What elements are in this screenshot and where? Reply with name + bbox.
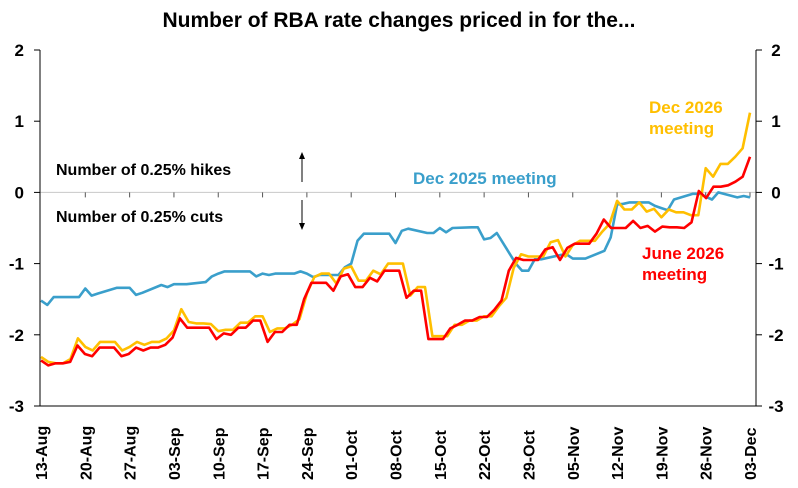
x-tick-label: 03-Dec [743, 427, 760, 480]
hike-arrow-icon [299, 152, 305, 182]
x-tick-label: 15-Oct [433, 430, 450, 480]
x-tick-label: 12-Nov [610, 427, 627, 480]
y-tick-label-right: 2 [771, 41, 780, 60]
x-tick-label: 17-Sep [256, 427, 273, 480]
y-tick-label-left: -1 [9, 255, 24, 274]
y-tick-label-right: -1 [768, 255, 783, 274]
x-tick-label: 20-Aug [78, 426, 95, 480]
y-tick-label-right: 0 [771, 183, 780, 202]
series-label-dec-2026-line2: meeting [649, 119, 714, 138]
series-line-dec-2026-meeting [40, 112, 752, 365]
series-line-dec-2025-meeting [40, 191, 751, 307]
series-label-june-2026-line2: meeting [642, 265, 707, 284]
x-tick-label: 01-Oct [344, 430, 361, 480]
chart-title: Number of RBA rate changes priced in for… [163, 9, 636, 32]
y-tick-label-left: 2 [15, 41, 24, 60]
y-tick-label-left: -3 [9, 397, 24, 416]
series-label-june-2026-line1: June 2026 [642, 244, 724, 263]
series-label-dec-2026-line1: Dec 2026 [649, 98, 723, 117]
y-tick-label-left: -2 [9, 326, 24, 345]
annotation-cuts: Number of 0.25% cuts [56, 209, 223, 226]
x-tick-label: 10-Sep [211, 427, 228, 480]
x-tick-label: 27-Aug [123, 426, 140, 480]
cut-arrow-icon [299, 200, 305, 230]
x-tick-label: 08-Oct [389, 430, 406, 480]
series-label-dec-2025: Dec 2025 meeting [413, 169, 557, 188]
series-line-june-2026-meeting [40, 156, 752, 367]
x-tick-label: 13-Aug [34, 426, 51, 480]
x-tick-label: 05-Nov [566, 427, 583, 480]
x-tick-label: 22-Oct [477, 430, 494, 480]
axes: 2 2 1 1 0 0 -1 -1 -2 -2 -3 -3 13-Aug 20-Aug 27-Aug 03-S… [9, 41, 784, 480]
x-tick-label: 29-Oct [521, 430, 538, 480]
series-group [40, 112, 752, 367]
x-tick-label: 03-Sep [167, 427, 184, 480]
y-tick-label-right: 1 [771, 112, 780, 131]
x-tick-label: 24-Sep [300, 427, 317, 480]
x-tick-label: 26-Nov [699, 427, 716, 480]
y-tick-label-left: 0 [15, 183, 24, 202]
y-tick-label-right: -3 [768, 397, 783, 416]
x-tick-label: 19-Nov [654, 427, 671, 480]
annotation-hikes: Number of 0.25% hikes [56, 162, 231, 179]
y-tick-label-left: 1 [15, 112, 24, 131]
y-tick-label-right: -2 [768, 326, 783, 345]
